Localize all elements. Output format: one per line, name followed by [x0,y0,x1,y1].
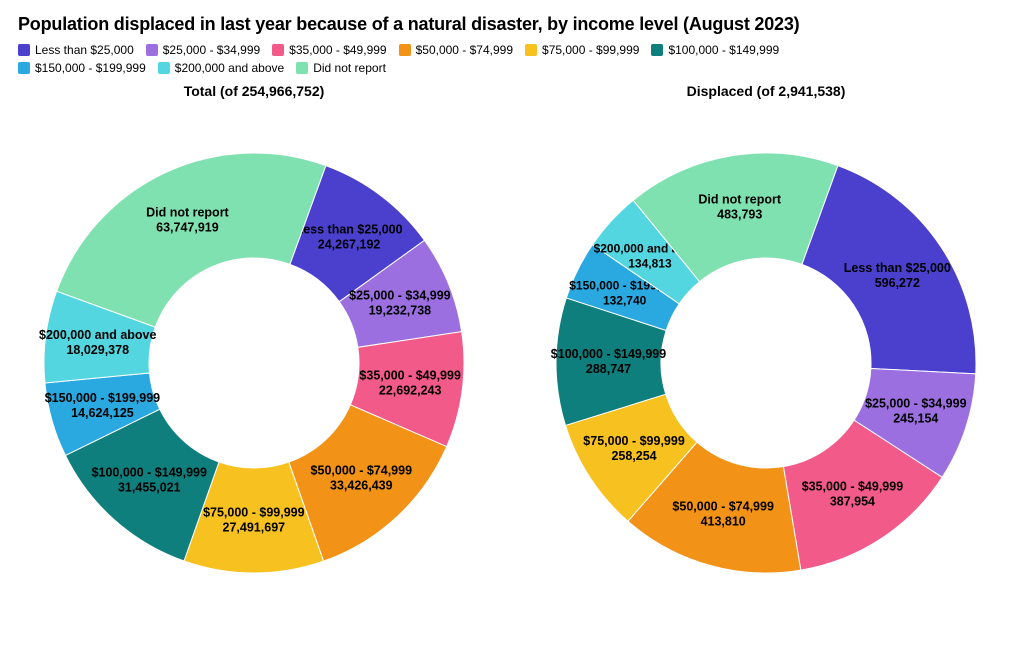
chart-total-col: Total (of 254,966,752) Less than $25,000… [18,81,490,603]
svg-text:$200,000 and above: $200,000 and above [39,328,156,342]
svg-text:$75,000 - $99,999: $75,000 - $99,999 [203,505,305,519]
page-title: Population displaced in last year becaus… [18,14,1002,35]
svg-text:$35,000 - $49,999: $35,000 - $49,999 [359,368,461,382]
legend-swatch [18,44,30,56]
svg-text:$100,000 - $149,999: $100,000 - $149,999 [551,347,666,361]
legend-item: $150,000 - $199,999 [18,61,146,75]
svg-text:$50,000 - $74,999: $50,000 - $74,999 [672,500,774,514]
donut-chart-displaced: Less than $25,000596,272 $25,000 - $34,99… [536,103,996,603]
svg-text:14,624,125: 14,624,125 [71,406,134,420]
donut-slice [57,153,326,327]
svg-text:$35,000 - $49,999: $35,000 - $49,999 [802,480,904,494]
legend-swatch [525,44,537,56]
svg-text:387,954: 387,954 [830,495,875,509]
svg-text:19,232,738: 19,232,738 [369,304,432,318]
legend: Less than $25,000 $25,000 - $34,999 $35,00… [18,43,838,75]
legend-label: $150,000 - $199,999 [35,61,146,75]
legend-label: $35,000 - $49,999 [289,43,386,57]
svg-text:$150,000 - $199,999: $150,000 - $199,999 [45,391,160,405]
legend-item: $100,000 - $149,999 [651,43,779,57]
legend-item: $200,000 and above [158,61,284,75]
legend-label: Less than $25,000 [35,43,134,57]
legend-swatch [158,62,170,74]
charts-row: Total (of 254,966,752) Less than $25,000… [18,81,1002,603]
legend-label: $100,000 - $149,999 [668,43,779,57]
svg-text:$25,000 - $34,999: $25,000 - $34,999 [865,397,967,411]
legend-item: Did not report [296,61,386,75]
svg-text:596,272: 596,272 [875,276,920,290]
svg-text:$75,000 - $99,999: $75,000 - $99,999 [583,434,685,448]
svg-text:Less than $25,000: Less than $25,000 [296,222,403,236]
legend-label: $25,000 - $34,999 [163,43,260,57]
legend-swatch [399,44,411,56]
svg-text:24,267,192: 24,267,192 [318,237,381,251]
svg-text:22,692,243: 22,692,243 [379,383,442,397]
legend-item: Less than $25,000 [18,43,134,57]
legend-swatch [296,62,308,74]
svg-text:$25,000 - $34,999: $25,000 - $34,999 [349,289,451,303]
chart-displaced-col: Displaced (of 2,941,538) Less than $25,0… [530,81,1002,603]
svg-text:483,793: 483,793 [717,208,762,222]
svg-text:27,491,697: 27,491,697 [223,520,286,534]
svg-text:33,426,439: 33,426,439 [330,478,393,492]
legend-label: $50,000 - $74,999 [416,43,513,57]
legend-item: $75,000 - $99,999 [525,43,639,57]
svg-text:Did not report: Did not report [146,205,229,219]
legend-swatch [272,44,284,56]
legend-swatch [18,62,30,74]
svg-text:Less than $25,000: Less than $25,000 [844,261,951,275]
svg-text:$100,000 - $149,999: $100,000 - $149,999 [92,466,207,480]
svg-text:413,810: 413,810 [701,515,746,529]
legend-swatch [651,44,663,56]
svg-text:288,747: 288,747 [586,362,631,376]
svg-text:31,455,021: 31,455,021 [118,481,181,495]
donut-chart-total: Less than $25,00024,267,192 $25,000 - $34… [24,103,484,603]
legend-swatch [146,44,158,56]
chart-displaced-title: Displaced (of 2,941,538) [530,83,1002,99]
svg-text:245,154: 245,154 [893,412,938,426]
legend-label: $200,000 and above [175,61,284,75]
legend-item: $35,000 - $49,999 [272,43,386,57]
svg-text:63,747,919: 63,747,919 [156,220,219,234]
legend-item: $50,000 - $74,999 [399,43,513,57]
chart-total-title: Total (of 254,966,752) [18,83,490,99]
legend-label: $75,000 - $99,999 [542,43,639,57]
slice-label: Did not report63,747,919 [146,205,229,234]
legend-item: $25,000 - $34,999 [146,43,260,57]
svg-text:134,813: 134,813 [628,257,672,271]
svg-text:18,029,378: 18,029,378 [66,343,129,357]
svg-text:Did not report: Did not report [698,193,781,207]
svg-text:258,254: 258,254 [611,449,656,463]
svg-text:$50,000 - $74,999: $50,000 - $74,999 [311,463,413,477]
svg-text:132,740: 132,740 [603,294,647,308]
legend-label: Did not report [313,61,386,75]
